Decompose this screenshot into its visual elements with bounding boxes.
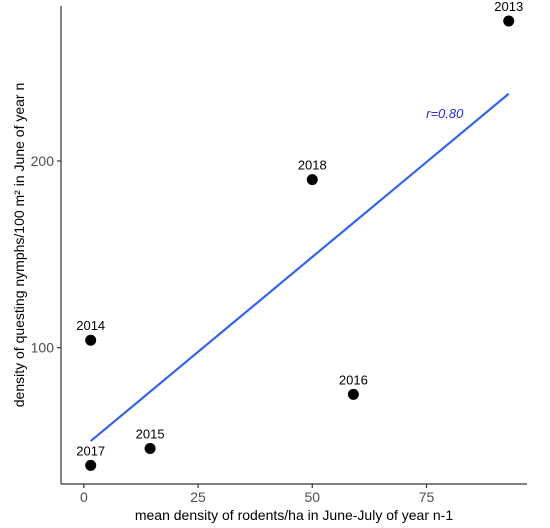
point-label-2017: 2017 (76, 443, 105, 458)
y-axis-title: density of questing nymphs/100 m² in Jun… (11, 83, 27, 408)
correlation-annotation: r=0.80 (426, 106, 464, 121)
data-points: 2013 2018 2014 2016 2015 2017 (76, 0, 523, 471)
data-point-2018 (306, 174, 318, 186)
y-tick-label: 200 (31, 153, 55, 169)
data-point-2014 (85, 334, 97, 346)
point-label-2016: 2016 (339, 372, 368, 387)
data-point-2013 (503, 15, 515, 27)
axes (60, 6, 527, 485)
x-tick-label: 0 (80, 489, 88, 505)
trend-line (89, 92, 510, 442)
point-label-2014: 2014 (76, 318, 105, 333)
point-label-2018: 2018 (298, 158, 327, 173)
x-tick-label: 75 (419, 489, 435, 505)
ticks: 0 25 50 75 100 200 (31, 153, 435, 505)
x-tick-label: 50 (304, 489, 320, 505)
x-axis-title: mean density of rodents/ha in June-July … (135, 507, 454, 523)
point-label-2015: 2015 (136, 427, 165, 442)
data-point-2015 (144, 443, 156, 455)
point-label-2013: 2013 (494, 0, 523, 14)
data-point-2017 (85, 459, 97, 471)
data-point-2016 (347, 388, 359, 400)
x-tick-label: 25 (190, 489, 206, 505)
y-tick-label: 100 (31, 340, 55, 356)
